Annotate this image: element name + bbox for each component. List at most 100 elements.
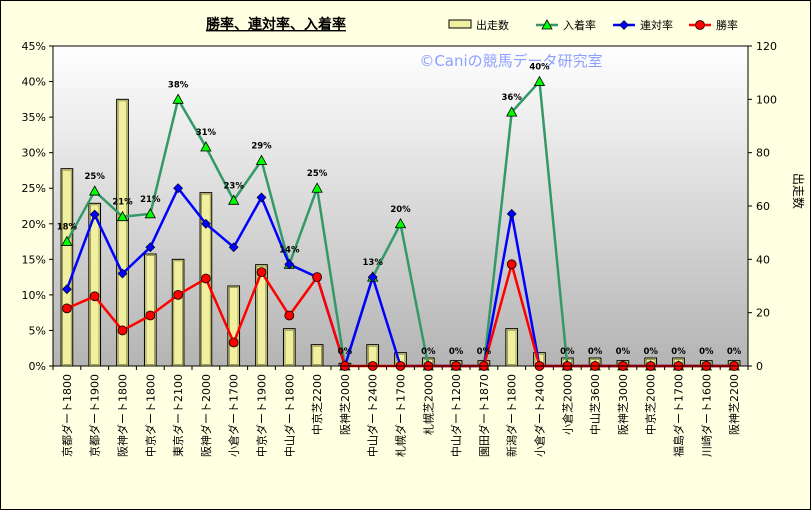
y1-tick-label: 40% xyxy=(22,76,46,89)
watermark-text: ©Caniの競馬データ研究室 xyxy=(419,52,602,70)
data-label: 18% xyxy=(57,223,78,233)
y2-tick-label: 40 xyxy=(756,253,770,266)
triangle-marker xyxy=(255,154,268,165)
y2-tick-label: 20 xyxy=(756,307,770,320)
category-label: 札幌芝2000 xyxy=(421,374,435,435)
diamond-marker xyxy=(284,259,295,270)
category-label: 中京芝2200 xyxy=(310,374,324,435)
bar-inner-edge xyxy=(312,345,322,365)
y1-tick-label: 15% xyxy=(22,253,46,266)
data-label: 0% xyxy=(727,347,742,357)
category-label: 阪神ダート2000 xyxy=(199,374,213,457)
legend-swatch-bar xyxy=(448,19,472,29)
data-label: 25% xyxy=(85,172,106,182)
data-label: 0% xyxy=(477,347,492,357)
triangle-marker xyxy=(228,194,240,205)
data-label: 21% xyxy=(140,195,161,205)
category-label: 中京ダート1800 xyxy=(143,374,157,457)
circle-marker xyxy=(89,291,100,302)
bar-inner-edge xyxy=(228,287,239,365)
category-label: 小倉芝2000 xyxy=(560,374,574,435)
category-label: 中京ダート1900 xyxy=(255,374,269,457)
triangle-marker xyxy=(172,93,184,104)
data-label: 0% xyxy=(616,347,631,357)
circle-marker xyxy=(200,273,211,284)
triangle-marker xyxy=(89,185,101,196)
category-label: 阪神芝2000 xyxy=(338,374,352,435)
y2-tick-label: 80 xyxy=(756,147,770,160)
legend-label: 連対率 xyxy=(640,18,673,32)
circle-marker xyxy=(228,337,239,348)
legend-marker xyxy=(541,19,553,30)
y2-tick-label: 0 xyxy=(756,360,763,373)
category-label: 福島ダート1700 xyxy=(672,374,686,457)
data-label: 0% xyxy=(449,347,464,357)
category-label: 東京ダート2100 xyxy=(171,374,185,457)
diamond-marker xyxy=(367,272,378,283)
diamond-marker xyxy=(173,183,184,194)
category-label: 川崎ダート1600 xyxy=(699,374,713,457)
legend-marker xyxy=(619,20,629,30)
y1-tick-label: 0% xyxy=(29,360,46,373)
y1-tick-label: 30% xyxy=(22,147,46,160)
y2-axis-label: 出走数 xyxy=(791,173,806,209)
diamond-marker xyxy=(506,208,517,219)
category-label: 中京芝2000 xyxy=(644,374,658,435)
diamond-marker xyxy=(228,242,239,253)
data-label: 25% xyxy=(307,169,328,179)
y1-tick-label: 45% xyxy=(22,40,46,53)
bar-inner-edge xyxy=(256,265,267,365)
circle-marker xyxy=(145,310,156,321)
diamond-marker xyxy=(145,242,156,253)
data-label: 29% xyxy=(251,141,272,151)
circle-marker xyxy=(284,310,295,321)
data-label: 0% xyxy=(671,347,686,357)
data-label: 13% xyxy=(363,258,384,268)
category-label: 阪神ダート1800 xyxy=(116,374,130,457)
circle-marker xyxy=(312,272,323,283)
category-label: 阪神芝2200 xyxy=(727,374,741,435)
category-label: 新潟ダート1800 xyxy=(505,374,519,457)
category-label: 中山ダート1800 xyxy=(282,374,296,457)
category-label: 中山芝3600 xyxy=(589,374,602,435)
bar-inner-edge xyxy=(506,329,517,365)
triangle-marker xyxy=(116,210,129,222)
data-label: 0% xyxy=(338,347,353,357)
category-label: 京都ダート1800 xyxy=(60,374,74,457)
category-label: 札幌ダート1700 xyxy=(394,374,408,457)
diamond-marker xyxy=(117,268,128,279)
data-label: 0% xyxy=(643,347,658,357)
circle-marker xyxy=(62,303,72,314)
category-label: 中山ダート1200 xyxy=(449,374,463,457)
circle-marker xyxy=(256,267,267,278)
data-label: 20% xyxy=(390,205,411,215)
circle-marker xyxy=(117,325,128,336)
bar-inner-edge xyxy=(284,329,295,365)
diamond-marker xyxy=(200,218,211,229)
triangle-marker xyxy=(506,106,518,117)
data-label: 31% xyxy=(196,128,217,138)
bar-inner-edge xyxy=(89,204,100,365)
y1-tick-label: 20% xyxy=(22,218,46,231)
data-label: 0% xyxy=(560,347,575,357)
bar-inner-edge xyxy=(145,255,156,365)
triangle-marker xyxy=(311,182,323,193)
bar-inner-edge xyxy=(173,260,183,365)
category-label: 京都ダート1900 xyxy=(88,374,102,457)
category-label: 阪神芝3000 xyxy=(616,374,630,435)
triangle-marker xyxy=(61,235,73,246)
y2-tick-label: 100 xyxy=(756,93,777,106)
y1-tick-label: 35% xyxy=(22,111,46,124)
diamond-marker xyxy=(61,284,72,295)
data-label: 36% xyxy=(502,93,523,103)
y2-tick-label: 120 xyxy=(756,40,777,53)
category-label: 園田ダート1870 xyxy=(477,374,491,457)
triangle-marker xyxy=(200,141,212,152)
y1-tick-label: 25% xyxy=(22,182,46,195)
legend-marker xyxy=(695,20,705,30)
circle-marker xyxy=(506,259,517,270)
triangle-marker xyxy=(144,207,156,219)
diamond-marker xyxy=(89,209,100,220)
legend-label: 出走数 xyxy=(476,18,509,32)
